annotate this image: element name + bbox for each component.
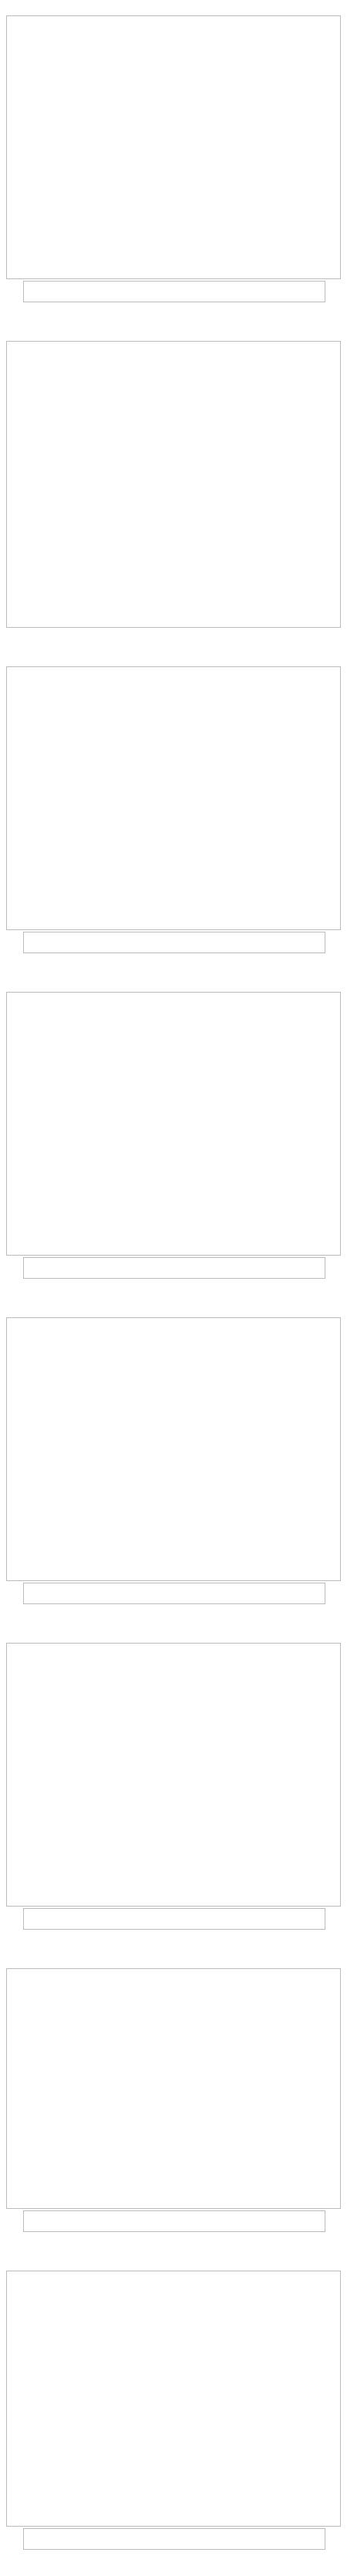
chart-frame-6 (6, 1643, 341, 1907)
chart-section-3 (0, 651, 347, 975)
chart-frame-7 (6, 1968, 341, 2209)
chart-section-5 (0, 1302, 347, 1626)
chart-heading-5 (0, 1303, 347, 1316)
chart-section-4 (0, 976, 347, 1300)
chart-heading-6 (0, 1629, 347, 1641)
chart-heading-1 (0, 2, 347, 14)
chart-frame-1 (6, 15, 341, 279)
chart-heading-4 (0, 978, 347, 990)
chart-frame-4 (6, 992, 341, 1256)
legend-4 (23, 1257, 325, 1279)
chart-frame-3 (6, 666, 341, 930)
legend-3 (23, 932, 325, 953)
chart-heading-8 (0, 2257, 347, 2269)
chart-section-8 (0, 2255, 347, 2574)
chart-frame-2 (6, 341, 341, 628)
chart-section-6 (0, 1627, 347, 1951)
chart-frame-8 (6, 2271, 341, 2527)
chart-section-1 (0, 0, 347, 324)
legend-6 (23, 1908, 325, 1930)
chart-heading-7 (0, 1954, 347, 1967)
legend-8 (23, 2528, 325, 2550)
chart-heading-3 (0, 652, 347, 665)
chart-frame-5 (6, 1317, 341, 1581)
legend-5 (23, 1583, 325, 1604)
legend-1 (23, 281, 325, 302)
legend-7 (23, 2210, 325, 2232)
chart-section-7 (0, 1953, 347, 2254)
chart-heading-2 (0, 327, 347, 339)
chart-section-2 (0, 325, 347, 649)
